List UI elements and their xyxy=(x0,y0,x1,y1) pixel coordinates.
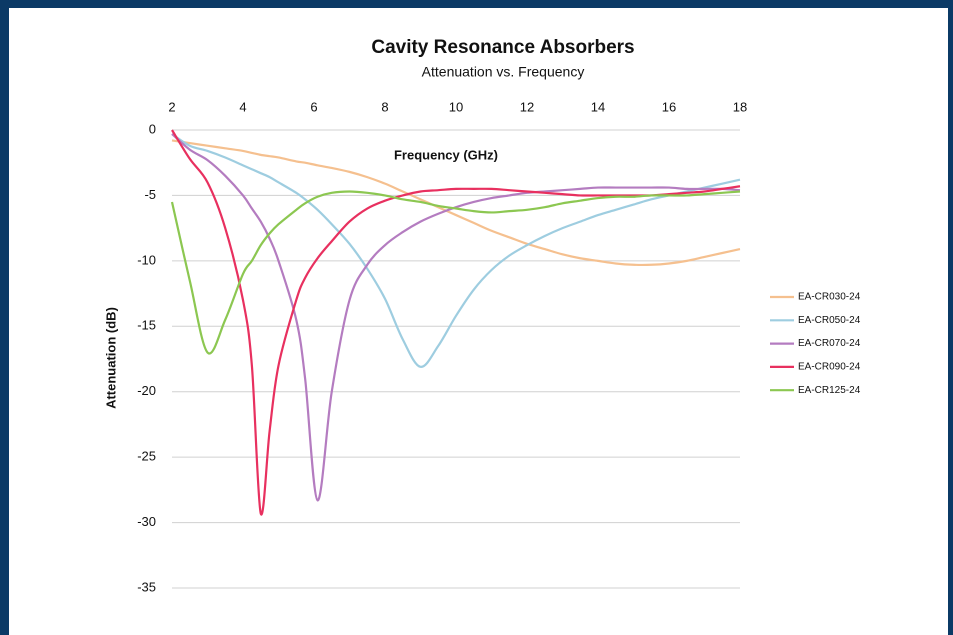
chart-subtitle: Attenuation vs. Frequency xyxy=(422,64,585,80)
x-tick-label: 12 xyxy=(520,99,534,114)
x-tick-label: 14 xyxy=(591,99,605,114)
y-tick-label: -15 xyxy=(137,318,156,333)
x-tick-label: 2 xyxy=(168,99,175,114)
y-tick-label: -30 xyxy=(137,514,156,529)
y-axis-label: Attenuation (dB) xyxy=(103,307,118,409)
legend-label: EA-CR030-24 xyxy=(798,292,861,303)
x-tick-label: 6 xyxy=(310,99,317,114)
legend-label: EA-CR050-24 xyxy=(798,315,861,326)
legend-label: EA-CR090-24 xyxy=(798,362,861,373)
x-axis-label: Frequency (GHz) xyxy=(394,147,498,162)
x-tick-label: 16 xyxy=(662,99,676,114)
y-tick-label: -25 xyxy=(137,449,156,464)
y-tick-label: -5 xyxy=(144,187,156,202)
x-tick-label: 8 xyxy=(381,99,388,114)
series-line xyxy=(170,190,741,355)
x-tick-label: 4 xyxy=(239,99,246,114)
x-tick-label: 18 xyxy=(733,99,747,114)
y-tick-label: -10 xyxy=(137,252,156,267)
y-tick-label: 0 xyxy=(149,121,156,136)
legend-label: EA-CR070-24 xyxy=(798,338,861,349)
series-line xyxy=(171,133,741,368)
y-tick-label: -35 xyxy=(137,579,156,594)
chart-title: Cavity Resonance Absorbers xyxy=(371,37,634,58)
legend-label: EA-CR125-24 xyxy=(798,385,861,396)
x-tick-label: 10 xyxy=(449,99,463,114)
series-line xyxy=(171,129,741,516)
y-tick-label: -20 xyxy=(137,383,156,398)
series-line xyxy=(171,133,741,502)
